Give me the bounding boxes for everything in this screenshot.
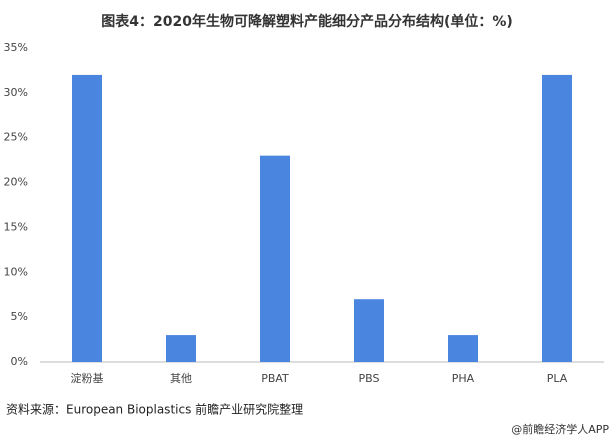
bar [166, 335, 196, 362]
chart-title: 图表4：2020年生物可降解塑料产能细分产品分布结构(单位：%) [101, 13, 513, 30]
y-tick-label: 25% [4, 131, 28, 144]
source: 资料来源：European Bioplastics 前瞻产业研究院整理 [6, 402, 303, 417]
x-tick-label: 其他 [170, 372, 192, 385]
x-tick-label: 淀粉基 [71, 371, 104, 385]
y-tick-label: 15% [4, 220, 28, 233]
footer: @前瞻经济学人APP [511, 422, 609, 436]
x-tick-label: PHA [452, 372, 475, 385]
x-tick-label: PBS [359, 372, 380, 385]
y-tick-label: 5% [11, 310, 28, 323]
bar [354, 299, 384, 362]
y-tick-label: 0% [11, 355, 28, 368]
y-tick-label: 20% [4, 176, 28, 189]
x-tick-label: PLA [547, 372, 568, 385]
bar [260, 155, 290, 362]
bar [448, 335, 478, 362]
y-tick-label: 30% [4, 86, 28, 99]
bar [542, 74, 572, 363]
x-tick-label: PBAT [261, 372, 289, 385]
y-tick-label: 10% [4, 265, 28, 278]
bar [72, 74, 102, 363]
y-tick-label: 35% [4, 41, 28, 54]
